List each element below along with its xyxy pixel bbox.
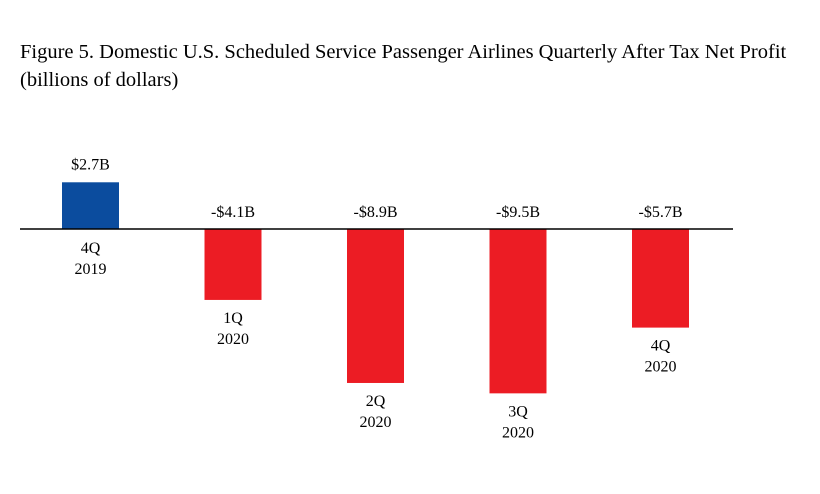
chart-title-line-2: (billions of dollars) xyxy=(20,69,179,91)
bar-1q-2020 xyxy=(204,229,262,300)
category-label-year: 2020 xyxy=(645,359,677,376)
data-label: -$5.7B xyxy=(639,204,683,221)
category-label-quarter: 4Q xyxy=(651,338,671,355)
data-label: -$8.9B xyxy=(354,204,398,221)
category-label-year: 2020 xyxy=(360,414,392,431)
bar-4q-2020 xyxy=(632,229,689,328)
category-label-quarter: 4Q xyxy=(81,240,101,257)
category-label-year: 2020 xyxy=(217,331,249,348)
bar-4q-2019 xyxy=(62,182,119,229)
category-label-quarter: 3Q xyxy=(508,403,528,420)
category-label-year: 2019 xyxy=(75,261,107,278)
chart-title-line-1: Figure 5. Domestic U.S. Scheduled Servic… xyxy=(20,41,787,63)
category-label-year: 2020 xyxy=(502,424,534,441)
data-label: -$4.1B xyxy=(211,204,255,221)
bar-2q-2020 xyxy=(347,229,404,383)
bar-3q-2020 xyxy=(489,229,547,394)
category-label-quarter: 2Q xyxy=(366,393,386,410)
data-label: -$9.5B xyxy=(496,204,540,221)
data-label: $2.7B xyxy=(71,156,110,173)
chart-title: Figure 5. Domestic U.S. Scheduled Servic… xyxy=(20,38,810,94)
category-label-quarter: 1Q xyxy=(223,310,243,327)
